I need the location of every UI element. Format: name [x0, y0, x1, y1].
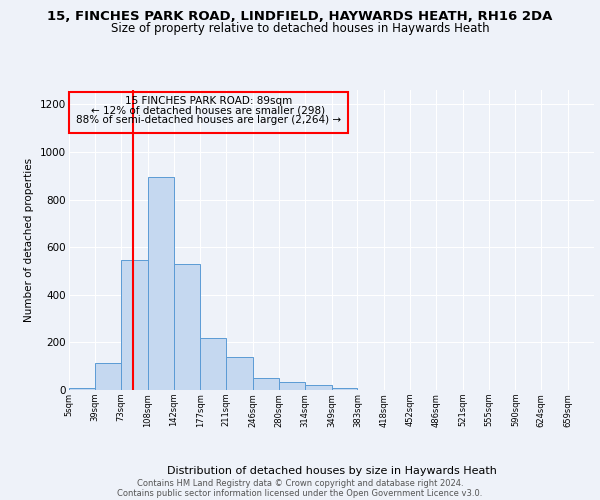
Bar: [305, 385, 331, 390]
Bar: [69, 388, 95, 390]
Bar: [173, 264, 200, 390]
Bar: [331, 388, 358, 390]
Bar: [69, 92, 347, 134]
Text: 15 FINCHES PARK ROAD: 89sqm: 15 FINCHES PARK ROAD: 89sqm: [125, 96, 292, 106]
X-axis label: Distribution of detached houses by size in Haywards Heath: Distribution of detached houses by size …: [167, 466, 496, 475]
Bar: [200, 338, 226, 390]
Y-axis label: Number of detached properties: Number of detached properties: [25, 158, 34, 322]
Bar: [279, 382, 305, 390]
Text: Contains HM Land Registry data © Crown copyright and database right 2024.: Contains HM Land Registry data © Crown c…: [137, 479, 463, 488]
Bar: [121, 260, 148, 390]
Bar: [148, 177, 173, 390]
Text: Size of property relative to detached houses in Haywards Heath: Size of property relative to detached ho…: [110, 22, 490, 35]
Bar: [253, 378, 279, 390]
Text: 15, FINCHES PARK ROAD, LINDFIELD, HAYWARDS HEATH, RH16 2DA: 15, FINCHES PARK ROAD, LINDFIELD, HAYWAR…: [47, 10, 553, 23]
Text: ← 12% of detached houses are smaller (298): ← 12% of detached houses are smaller (29…: [91, 106, 325, 116]
Bar: [95, 362, 121, 390]
Text: 88% of semi-detached houses are larger (2,264) →: 88% of semi-detached houses are larger (…: [76, 114, 341, 124]
Text: Contains public sector information licensed under the Open Government Licence v3: Contains public sector information licen…: [118, 489, 482, 498]
Bar: [226, 356, 253, 390]
